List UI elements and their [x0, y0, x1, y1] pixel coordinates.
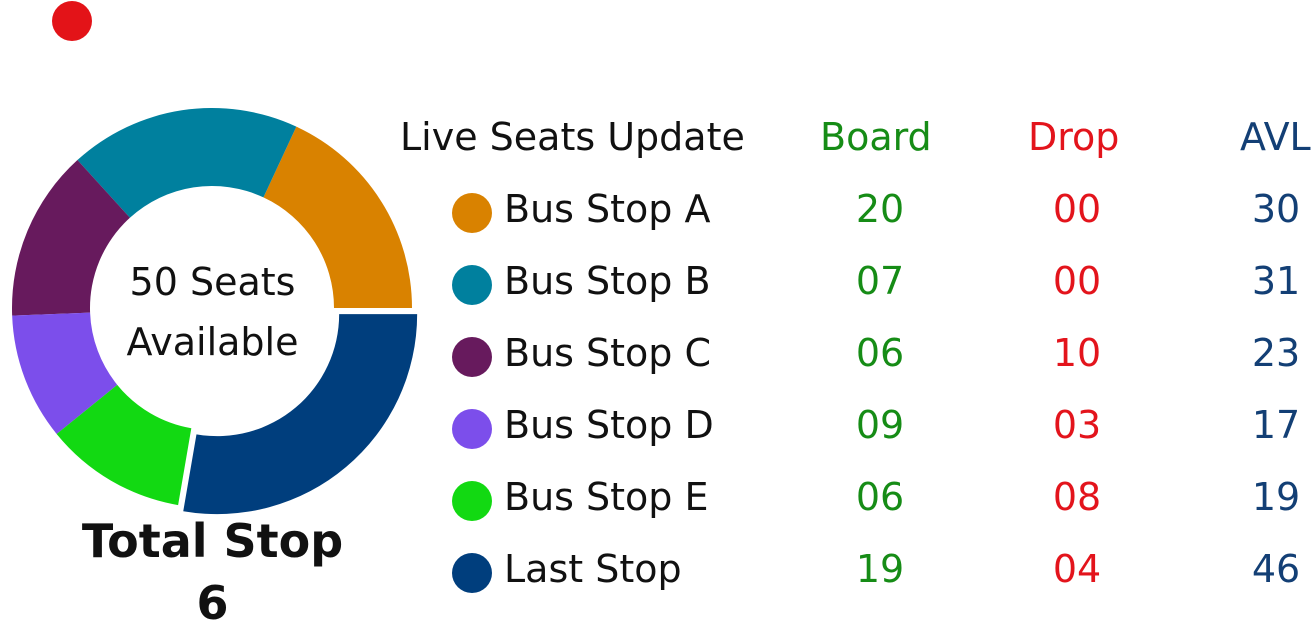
board-count: 09: [855, 403, 905, 447]
seats-available-count: 50 Seats: [129, 260, 296, 304]
donut-slice-last-stop: [183, 314, 418, 515]
panel-title: Live Seats Update: [400, 115, 745, 159]
total-stop-value: 6: [196, 576, 229, 630]
total-stop-label: Total Stop: [81, 514, 344, 568]
drop-count: 08: [1052, 475, 1102, 519]
stop-row-c: Bus Stop C 06 10 23: [452, 326, 1316, 386]
avl-count: 23: [1251, 331, 1301, 375]
board-column-header: Board: [820, 115, 932, 159]
stop-name: Bus Stop B: [504, 259, 711, 303]
board-count: 20: [855, 187, 905, 231]
drop-count: 04: [1052, 547, 1102, 591]
donut-slice-bus-stop-b: [77, 108, 297, 218]
stop-color-dot: [452, 553, 492, 593]
avl-column-header: AVL: [1240, 115, 1311, 159]
stop-row-b: Bus Stop B 07 00 31: [452, 254, 1316, 314]
avl-count: 17: [1251, 403, 1301, 447]
stop-name: Bus Stop D: [504, 403, 714, 447]
avl-count: 46: [1251, 547, 1301, 591]
drop-count: 03: [1052, 403, 1102, 447]
board-count: 07: [855, 259, 905, 303]
board-count: 19: [855, 547, 905, 591]
drop-count: 00: [1052, 187, 1102, 231]
avl-count: 31: [1251, 259, 1301, 303]
stop-color-dot: [452, 409, 492, 449]
avl-count: 30: [1251, 187, 1301, 231]
drop-count: 10: [1052, 331, 1102, 375]
donut-slice-bus-stop-c: [12, 160, 130, 316]
stop-name: Last Stop: [504, 547, 682, 591]
stop-name: Bus Stop C: [504, 331, 712, 375]
board-count: 06: [855, 331, 905, 375]
donut-slice-bus-stop-d: [12, 312, 118, 434]
stop-color-dot: [452, 193, 492, 233]
avl-count: 19: [1251, 475, 1301, 519]
stop-row-e: Bus Stop E 06 08 19: [452, 470, 1316, 530]
live-indicator-dot: [52, 1, 92, 41]
donut-slice-bus-stop-a: [263, 126, 412, 308]
drop-column-header: Drop: [1028, 115, 1120, 159]
seats-donut-chart: [12, 108, 418, 515]
stop-color-dot: [452, 265, 492, 305]
stop-row-d: Bus Stop D 09 03 17: [452, 398, 1316, 458]
stop-color-dot: [452, 337, 492, 377]
drop-count: 00: [1052, 259, 1102, 303]
board-count: 06: [855, 475, 905, 519]
stop-row-a: Bus Stop A 20 00 30: [452, 182, 1316, 242]
donut-slice-bus-stop-e: [56, 384, 192, 506]
stop-color-dot: [452, 481, 492, 521]
stop-name: Bus Stop E: [504, 475, 709, 519]
stop-name: Bus Stop A: [504, 187, 711, 231]
stop-row-last: Last Stop 19 04 46: [452, 542, 1316, 602]
seats-available-label: Available: [126, 320, 299, 364]
